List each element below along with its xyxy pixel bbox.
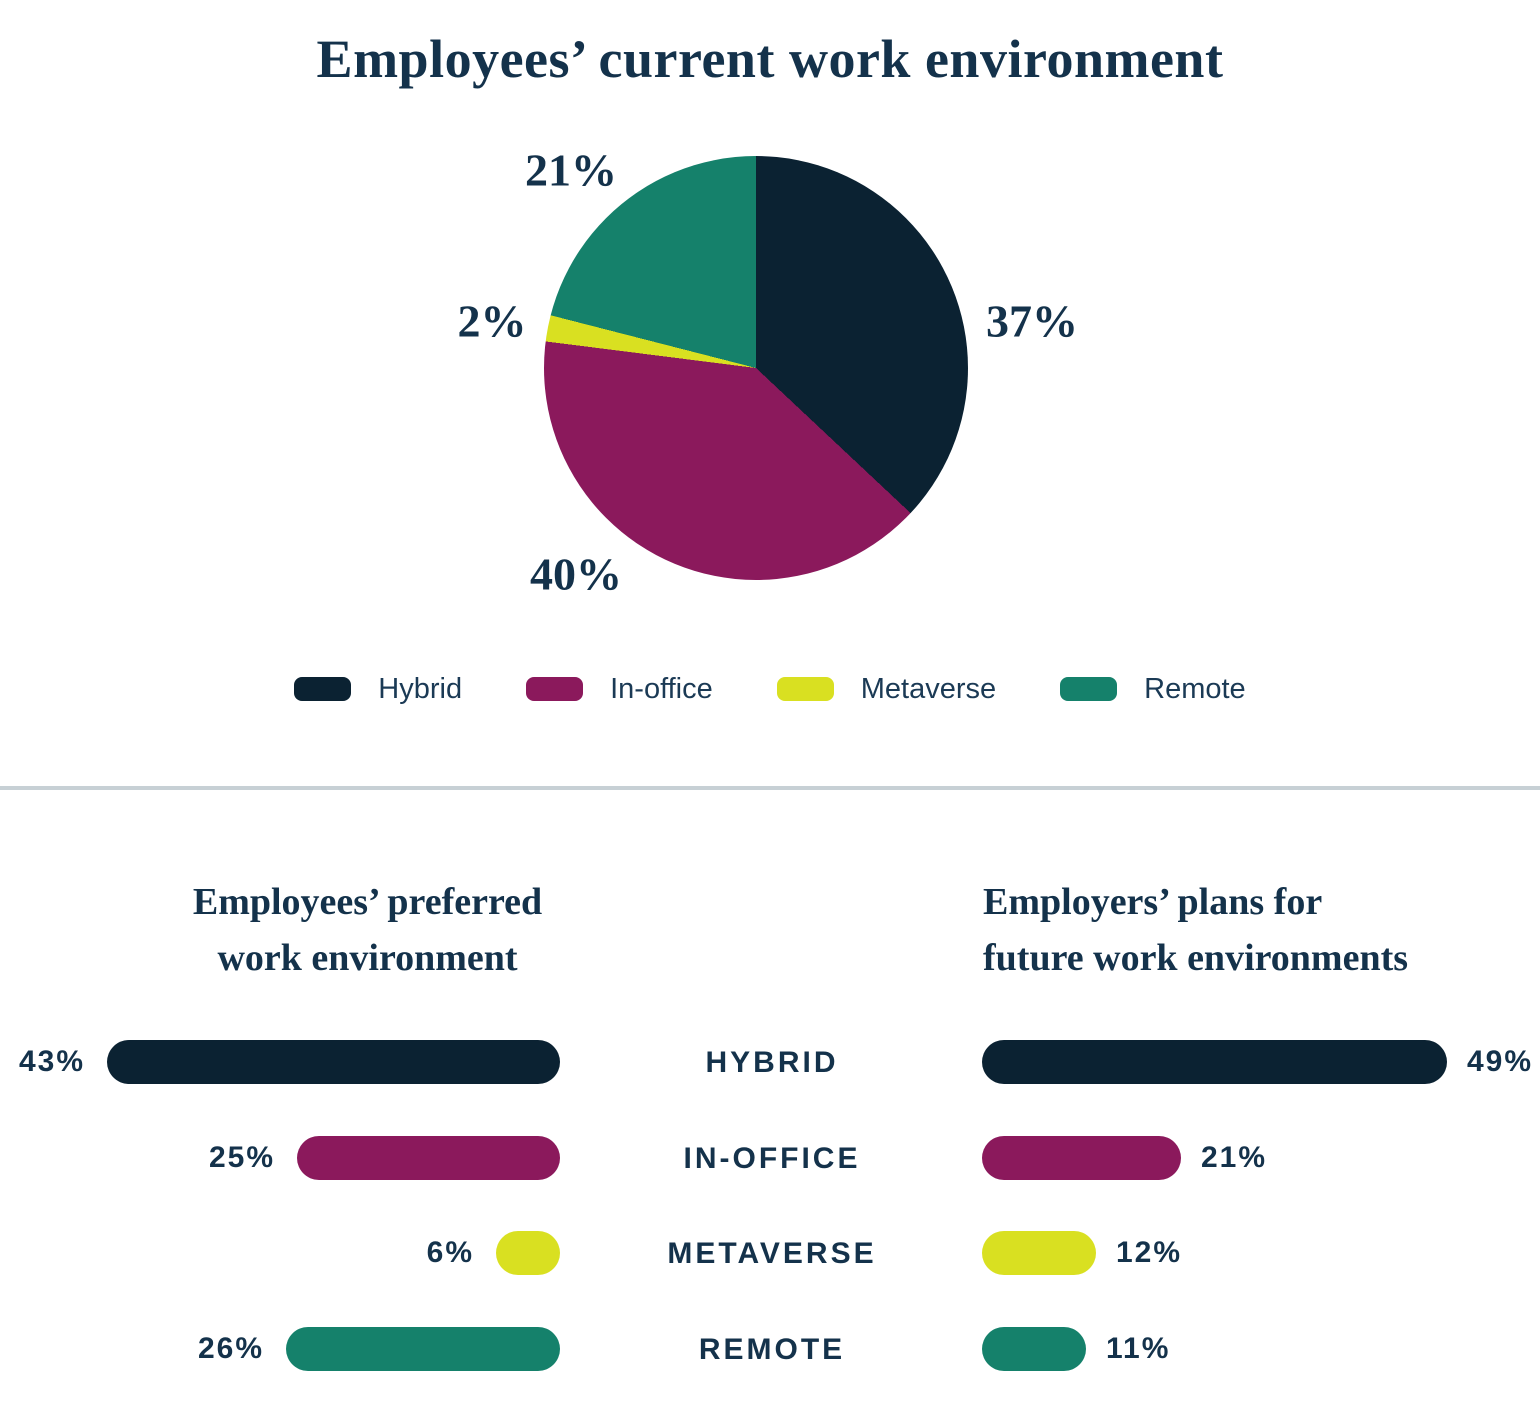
left-bar-row-remote: 26%	[198, 1327, 560, 1371]
pie-slice-label-remote: 21%	[525, 144, 617, 196]
right-bar-in-office	[982, 1136, 1181, 1180]
legend-label-metaverse: Metaverse	[860, 672, 997, 705]
left-chart-title: Employees’ preferred work environment	[95, 874, 640, 986]
right-bar-value-metaverse: 12%	[1116, 1236, 1183, 1269]
pie-slice-label-hybrid: 37%	[986, 295, 1078, 347]
right-bar-value-hybrid: 49%	[1467, 1045, 1534, 1078]
right-bar-value-in-office: 21%	[1201, 1141, 1268, 1174]
right-chart-title: Employers’ plans for future work environ…	[983, 874, 1540, 986]
category-label-remote: REMOTE	[698, 1333, 846, 1366]
legend-item-hybrid: Hybrid	[294, 673, 462, 706]
right-bar-metaverse	[982, 1231, 1096, 1275]
pie-chart	[544, 156, 968, 580]
left-bar-in-office	[297, 1136, 560, 1180]
legend-swatch-in-office	[526, 677, 584, 701]
right-bar-row-remote: 11%	[982, 1327, 1170, 1371]
category-label-in-office: IN-OFFICE	[683, 1142, 861, 1175]
right-chart-title-line2: future work environments	[983, 937, 1409, 979]
left-bar-value-hybrid: 43%	[18, 1045, 85, 1078]
legend-label-hybrid: Hybrid	[378, 672, 463, 705]
pie-slice-label-metaverse: 2%	[457, 295, 527, 347]
legend-item-remote: Remote	[1060, 673, 1246, 706]
pie-chart-title: Employees’ current work environment	[316, 29, 1224, 89]
left-bar-remote	[286, 1327, 560, 1371]
legend-swatch-metaverse	[776, 677, 834, 701]
right-bar-remote	[982, 1327, 1086, 1371]
legend-swatch-hybrid	[294, 677, 352, 701]
left-bar-hybrid	[107, 1040, 560, 1084]
pie-slice-label-in-office: 40%	[530, 548, 622, 600]
legend-item-metaverse: Metaverse	[776, 672, 997, 706]
right-bar-row-metaverse: 12%	[982, 1231, 1182, 1275]
legend-swatch-remote	[1060, 677, 1118, 701]
legend-label-remote: Remote	[1144, 672, 1246, 705]
left-bar-row-metaverse: 6%	[427, 1231, 560, 1275]
right-bar-value-remote: 11%	[1106, 1332, 1171, 1365]
right-bar-hybrid	[982, 1040, 1447, 1084]
right-bar-row-hybrid: 49%	[982, 1040, 1533, 1084]
legend-item-in-office: In-office	[526, 673, 713, 706]
left-chart-title-line1: Employees’ preferred	[192, 881, 543, 923]
pie-legend: Hybrid In-office Metaverse Remote	[0, 664, 1540, 714]
left-bar-row-in-office: 25%	[209, 1136, 560, 1180]
left-bar-metaverse	[496, 1231, 560, 1275]
category-label-metaverse: METAVERSE	[667, 1237, 877, 1270]
section-divider	[0, 786, 1540, 790]
right-chart-title-line1: Employers’ plans for	[983, 881, 1323, 923]
category-label-hybrid: HYBRID	[705, 1046, 839, 1079]
left-bar-row-hybrid: 43%	[19, 1040, 560, 1084]
left-bar-value-in-office: 25%	[208, 1141, 275, 1174]
left-bar-value-metaverse: 6%	[426, 1236, 474, 1269]
legend-label-in-office: In-office	[610, 672, 713, 705]
left-bar-value-remote: 26%	[197, 1332, 264, 1365]
left-chart-title-line2: work environment	[217, 937, 518, 979]
right-bar-row-in-office: 21%	[982, 1136, 1267, 1180]
